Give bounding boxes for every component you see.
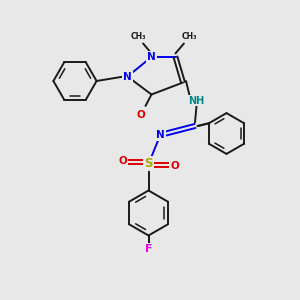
Text: N: N	[156, 130, 165, 140]
Text: O: O	[118, 156, 127, 167]
Text: O: O	[136, 110, 146, 120]
Text: NH: NH	[188, 95, 205, 106]
Text: N: N	[123, 71, 132, 82]
Text: F: F	[145, 244, 152, 254]
Text: N: N	[147, 52, 156, 62]
Text: O: O	[170, 160, 179, 171]
Text: S: S	[144, 157, 153, 170]
Text: CH₃: CH₃	[181, 32, 197, 41]
Text: CH₃: CH₃	[130, 32, 146, 41]
